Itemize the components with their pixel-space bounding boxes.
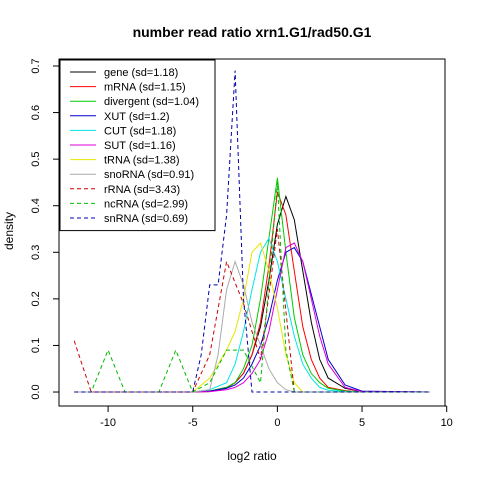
legend-entry: ncRNA (sd=2.99) <box>104 198 188 210</box>
y-axis: 0.0 0.1 0.2 0.3 0.4 0.5 0.6 0.7 <box>30 58 60 400</box>
chart-title: number read ratio xrn1.G1/rad50.G1 <box>133 24 372 40</box>
y-tick-label: 0.6 <box>30 105 42 120</box>
legend-entry: rRNA (sd=3.43) <box>104 184 180 196</box>
legend: gene (sd=1.18) mRNA (sd=1.15) divergent (s… <box>59 59 216 232</box>
x-tick-label: 0 <box>274 417 280 429</box>
y-axis-label: density <box>2 212 16 250</box>
legend-entry: divergent (sd=1.04) <box>104 96 199 108</box>
series-line-2 <box>74 177 430 393</box>
y-tick-label: 0.5 <box>30 151 42 166</box>
x-axis: -10 -5 0 5 10 <box>100 405 453 429</box>
x-tick-label: -10 <box>100 417 116 429</box>
legend-entry: CUT (sd=1.18) <box>104 125 176 137</box>
y-tick-label: 0.0 <box>30 384 42 399</box>
x-tick-label: 10 <box>441 417 453 429</box>
y-tick-label: 0.3 <box>30 245 42 260</box>
legend-entry: XUT (sd=1.2) <box>104 111 170 123</box>
series-line-6 <box>74 242 430 393</box>
x-tick-label: -5 <box>188 417 198 429</box>
series-line-7 <box>74 260 430 393</box>
series-layer <box>73 70 430 393</box>
legend-entry: mRNA (sd=1.15) <box>104 82 186 94</box>
legend-entry: SUT (sd=1.16) <box>104 140 176 152</box>
legend-entry: tRNA (sd=1.38) <box>104 155 180 167</box>
series-line-10 <box>74 70 430 393</box>
legend-entry: snRNA (sd=0.69) <box>104 213 188 225</box>
series-line-3 <box>74 246 430 393</box>
x-tick-label: 5 <box>359 417 365 429</box>
series-line-9 <box>74 182 430 393</box>
y-tick-label: 0.7 <box>30 58 42 73</box>
legend-entry: gene (sd=1.18) <box>104 67 178 79</box>
x-axis-label: log2 ratio <box>227 449 277 463</box>
series-line-5 <box>74 242 430 393</box>
y-tick-label: 0.2 <box>30 291 42 306</box>
y-tick-label: 0.1 <box>30 338 42 353</box>
y-tick-label: 0.4 <box>30 198 42 213</box>
series-line-4 <box>74 237 430 393</box>
legend-entry: snoRNA (sd=0.91) <box>104 169 194 181</box>
